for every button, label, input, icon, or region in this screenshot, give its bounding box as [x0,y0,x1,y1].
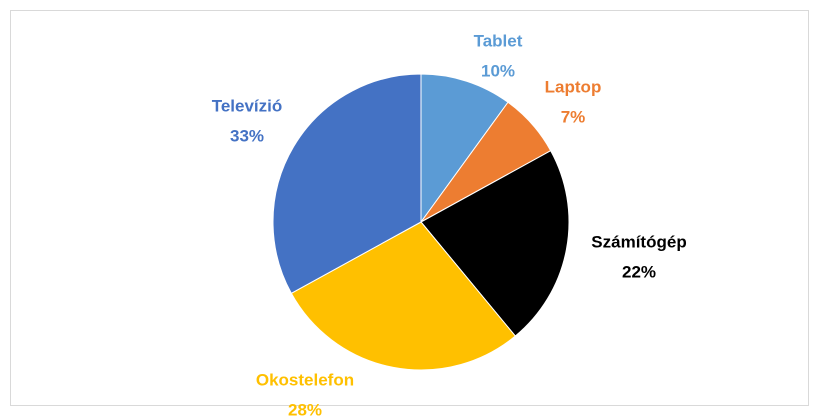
slice-label: Tablet [474,31,523,50]
slice-label: Okostelefon [256,370,354,389]
slice-value-label: 28% [288,400,322,416]
slice-value-label: 7% [561,107,586,126]
pie-slice [420,150,570,337]
pie-slice [272,73,422,294]
slice-value-label: 22% [622,262,656,281]
slice-label: Televízió [212,96,283,115]
slice-label: Laptop [545,77,602,96]
pie-slice [420,73,509,224]
slice-value-label: 10% [481,61,515,80]
slice-value-label: 33% [230,126,264,145]
pie-slice [290,221,517,371]
slice-label: Számítógép [591,232,686,251]
